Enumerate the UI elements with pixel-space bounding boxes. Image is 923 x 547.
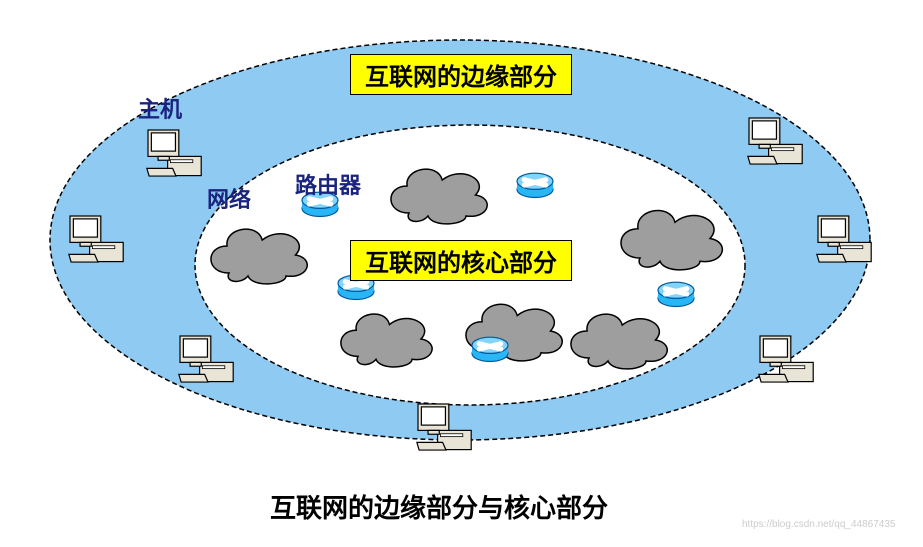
- label-core-region: 互联网的核心部分: [350, 240, 572, 281]
- watermark: https://blog.csdn.net/qq_44867435: [742, 519, 895, 530]
- label-network: 网络: [207, 182, 251, 214]
- label-edge-region: 互联网的边缘部分: [350, 54, 572, 95]
- router-icon: [472, 337, 508, 361]
- label-router: 路由器: [295, 168, 361, 200]
- diagram-stage: 互联网的边缘部分 互联网的核心部分 主机 网络 路由器 互联网的边缘部分与核心部…: [0, 0, 923, 547]
- router-icon: [517, 173, 553, 197]
- label-host: 主机: [138, 92, 182, 124]
- router-icon: [658, 282, 694, 306]
- caption: 互联网的边缘部分与核心部分: [270, 488, 608, 525]
